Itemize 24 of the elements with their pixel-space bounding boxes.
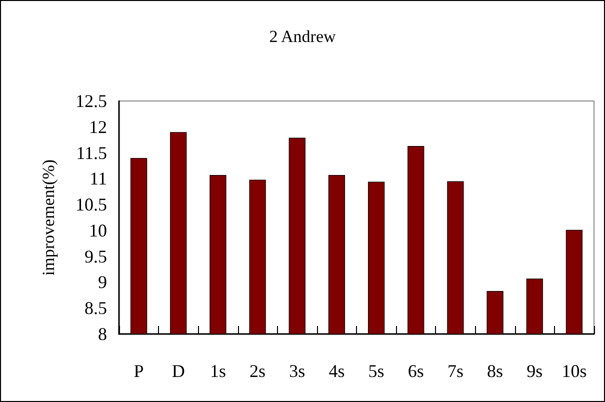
x-tick-label: 10s (562, 361, 587, 381)
y-tick-label: 11 (90, 168, 107, 189)
x-tick-label: 2s (250, 361, 266, 381)
y-tick-label: 12 (89, 116, 107, 137)
y-tick-label: 12.5 (76, 91, 107, 111)
x-tick-label: P (134, 361, 144, 381)
x-tick-label: 7s (447, 361, 464, 381)
x-tick-label: 6s (408, 361, 424, 381)
x-tick-label: 3s (289, 361, 306, 381)
y-tick-label: 9 (98, 272, 107, 292)
y-tick-label: 8.5 (84, 298, 107, 318)
y-tick-label: 11.5 (76, 142, 107, 163)
x-tick-label: 1s (210, 361, 226, 381)
y-tick-label: 10.5 (76, 194, 107, 215)
x-tick-label: 9s (526, 361, 543, 381)
y-axis-title: improvement(%) (39, 159, 58, 276)
x-tick-label: 5s (368, 361, 384, 381)
x-tick-label: 4s (328, 361, 345, 381)
y-tick-label: 10 (89, 220, 107, 240)
x-tick-label: 8s (487, 361, 504, 381)
x-tick-label: D (172, 361, 185, 381)
chart-title: 2 Andrew (269, 27, 337, 46)
y-tick-label: 8 (98, 324, 107, 344)
y-tick-label: 9.5 (84, 246, 107, 266)
